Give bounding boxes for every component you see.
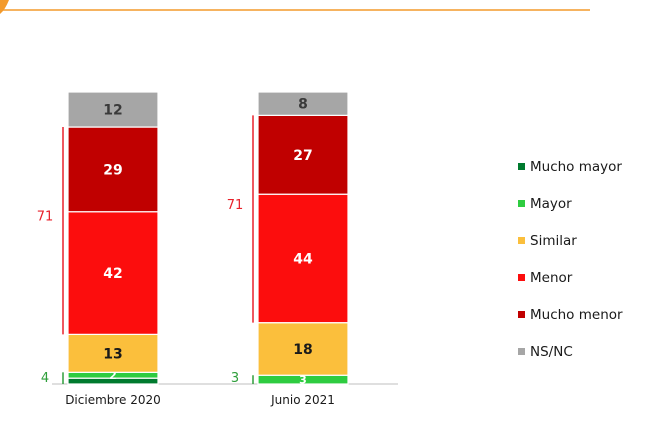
legend-label: Similar	[530, 232, 577, 249]
data-label-mucho-menor-1: 27	[293, 148, 312, 164]
legend-swatch	[518, 163, 525, 170]
bar-segment-similar-0	[67, 333, 159, 373]
data-label-mayor-1: 3	[299, 374, 307, 387]
data-label-menor-1: 44	[293, 251, 313, 267]
legend-label: Menor	[530, 269, 573, 286]
data-label-ns-nc-1: 8	[298, 97, 308, 113]
category-label-1: Junio 2021	[270, 393, 335, 407]
legend-swatch	[518, 237, 525, 244]
legend-item: Similar	[518, 222, 623, 259]
legend-swatch	[518, 348, 525, 355]
bar-segment-ns-nc-0	[67, 91, 159, 128]
data-label-similar-1: 18	[293, 342, 312, 358]
legend-swatch	[518, 274, 525, 281]
legend-label: Mucho mayor	[530, 158, 622, 175]
legend-item: NS/NC	[518, 333, 623, 370]
data-label-similar-0: 13	[103, 346, 122, 362]
bar-segment-similar-1	[257, 322, 349, 376]
bracket-label-1: 71	[227, 198, 244, 213]
legend-item: Mucho menor	[518, 296, 623, 333]
bracket-label-3: 3	[231, 371, 239, 386]
data-label-menor-0: 42	[103, 266, 122, 282]
legend-swatch	[518, 311, 525, 318]
legend-item: Menor	[518, 259, 623, 296]
bar-segment-ns-nc-1	[257, 91, 349, 116]
data-label-mucho-menor-0: 29	[103, 162, 122, 178]
data-label-ns-nc-0: 12	[103, 103, 122, 119]
legend-label: Mayor	[530, 195, 572, 212]
legend-label: Mucho menor	[530, 306, 623, 323]
bracket-label-2: 4	[41, 371, 49, 386]
legend-swatch	[518, 200, 525, 207]
corner-accent-mark	[0, 0, 9, 14]
bar-segment-menor-0	[67, 211, 159, 335]
legend-item: Mucho mayor	[518, 148, 623, 185]
data-label-mayor-0: 2	[109, 369, 117, 382]
legend-label: NS/NC	[530, 343, 573, 360]
bracket-label-0: 71	[37, 210, 54, 225]
category-label-0: Diciembre 2020	[65, 393, 161, 407]
legend: Mucho mayor Mayor Similar Menor Mucho menor N…	[518, 148, 623, 370]
bar-segment-menor-1	[257, 193, 349, 324]
legend-item: Mayor	[518, 185, 623, 222]
